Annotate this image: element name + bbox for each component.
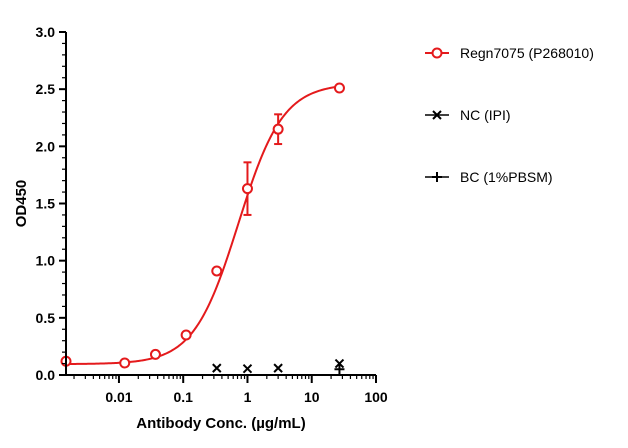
x-ticks: 0.01 0.1 1 10 100 (73, 375, 388, 405)
y-tick-label: 2.0 (36, 138, 56, 154)
plot-area: 0.0 0.5 1.0 1.5 2.0 2.5 3.0 0.01 0.1 1 10 100 (36, 24, 388, 405)
legend-item: BC (1%PBSM) (425, 169, 553, 185)
fit-curve-layer (66, 85, 340, 366)
legend-label: Regn7075 (P268010) (460, 45, 594, 61)
data-point (180, 329, 192, 341)
data-point (273, 363, 283, 373)
data-point (242, 364, 253, 374)
x-tick-label: 0.1 (173, 389, 193, 405)
data-point (212, 363, 222, 373)
data-point (334, 358, 345, 369)
data-point (333, 82, 345, 94)
data-point (334, 364, 345, 375)
legend: Regn7075 (P268010) NC (IPI) BC (1%PBSM) (425, 45, 594, 185)
axes: 0.0 0.5 1.0 1.5 2.0 2.5 3.0 0.01 0.1 1 10 100 (36, 24, 388, 405)
legend-marker (432, 172, 442, 182)
legend-label: NC (IPI) (460, 107, 511, 123)
legend-marker (432, 110, 442, 120)
y-tick-label: 1.0 (36, 253, 56, 269)
y-tick-label: 0.5 (36, 310, 56, 326)
data-point (272, 123, 284, 135)
legend-item: Regn7075 (P268010) (425, 45, 594, 61)
y-tick-label: 1.5 (36, 196, 56, 212)
series-2 (334, 364, 345, 375)
y-tick-label: 0.0 (36, 367, 56, 383)
legend-marker (431, 47, 443, 59)
x-tick-label: 100 (364, 389, 388, 405)
y-axis-title: OD450 (13, 180, 30, 228)
series-0 (60, 82, 345, 369)
y-ticks: 0.0 0.5 1.0 1.5 2.0 2.5 3.0 (36, 24, 66, 383)
data-point (211, 265, 223, 277)
legend-item: NC (IPI) (425, 107, 511, 123)
series-1 (212, 358, 345, 374)
fit-curve (66, 85, 340, 366)
data-points-layer (60, 82, 345, 375)
x-tick-label: 10 (304, 389, 320, 405)
x-tick-label: 0.01 (105, 389, 132, 405)
data-point (119, 357, 131, 369)
x-tick-label: 1 (244, 389, 252, 405)
y-tick-label: 3.0 (36, 24, 56, 40)
x-axis-title: Antibody Conc. (µg/mL) (136, 415, 305, 432)
data-point (149, 348, 161, 360)
data-point (241, 183, 253, 195)
legend-label: BC (1%PBSM) (460, 169, 553, 185)
y-tick-label: 2.5 (36, 81, 56, 97)
